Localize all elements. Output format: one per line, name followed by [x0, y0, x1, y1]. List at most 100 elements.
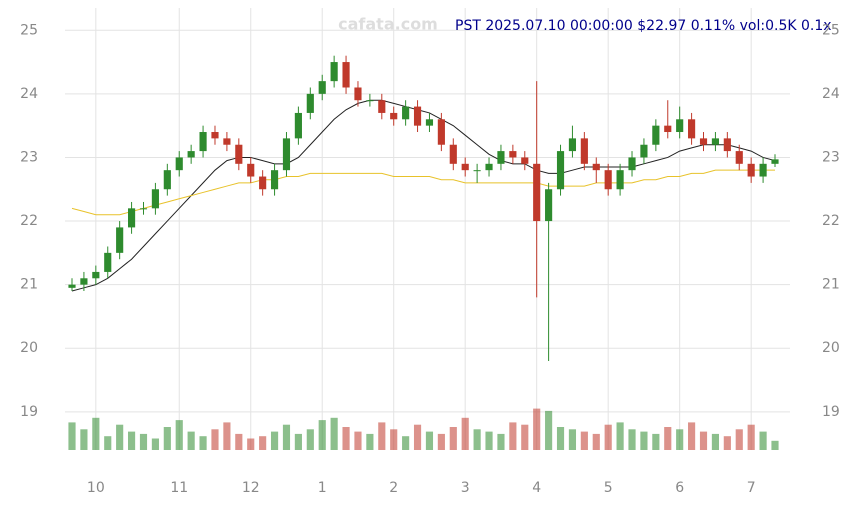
candle-body — [604, 170, 612, 190]
volume-bar — [723, 436, 731, 450]
volume-bar — [640, 431, 648, 450]
candle-body — [270, 170, 279, 190]
volume-bar — [568, 429, 577, 450]
candle-body — [676, 119, 684, 133]
candle-body — [711, 138, 719, 145]
volume-bar — [199, 436, 207, 450]
volume-bar — [616, 422, 624, 450]
volume-bar — [556, 427, 565, 450]
y-tick-label: 20 — [20, 340, 38, 356]
candle-body — [211, 132, 219, 139]
candle-body — [485, 163, 493, 171]
y-tick-label: 21 — [20, 277, 38, 293]
x-tick-label: 2 — [389, 480, 398, 496]
volume-bar — [592, 433, 600, 450]
candle-body — [533, 163, 541, 222]
candle-body — [128, 208, 136, 228]
x-tick-label: 3 — [461, 480, 470, 496]
volume-bar — [128, 431, 136, 450]
candle-body — [68, 284, 76, 288]
x-tick-label: 1 — [318, 480, 327, 496]
candle-body — [580, 138, 588, 164]
candle-body — [259, 176, 267, 190]
header: PST 2025.07.10 00:00:00 $22.97 0.11% vol… — [455, 18, 832, 34]
y-tick-label-right: 24 — [822, 86, 840, 102]
candle-body — [592, 163, 600, 171]
volume-bar — [306, 429, 314, 450]
candle-body — [139, 208, 148, 210]
candle-body — [282, 138, 291, 171]
candle-body — [247, 163, 255, 177]
candle-body — [759, 163, 767, 177]
volume-bar — [711, 433, 719, 450]
y-tick-label-right: 19 — [822, 404, 840, 420]
volume-bar — [485, 431, 493, 450]
volume-bar — [211, 429, 219, 450]
volume-bar — [676, 429, 684, 450]
volume-bar — [282, 424, 291, 450]
candle-body — [640, 144, 648, 158]
volume-bar — [425, 431, 434, 450]
candle-body — [116, 227, 124, 253]
candle-body — [509, 151, 517, 158]
watermark: cafata.com — [338, 15, 438, 34]
volume-bar — [116, 424, 124, 450]
volume-bar — [747, 424, 755, 450]
volume-bar — [342, 427, 350, 450]
candle-body — [616, 170, 624, 190]
candle-body — [437, 119, 445, 145]
candle-body — [771, 159, 779, 164]
volume-bar — [80, 429, 88, 450]
volume-bar — [533, 408, 541, 450]
volume-bar — [139, 433, 148, 450]
volume-bar — [187, 431, 195, 450]
volume-bar — [378, 422, 386, 450]
y-tick-label-right: 23 — [822, 149, 840, 165]
volume-bar — [699, 431, 708, 450]
volume-bar — [449, 427, 457, 450]
y-tick-label: 19 — [20, 404, 38, 420]
volume-bar — [330, 417, 338, 450]
volume-bar — [318, 420, 326, 450]
volume-bar — [92, 417, 100, 450]
y-tick-label-right: 20 — [822, 340, 840, 356]
candle-body — [151, 189, 159, 209]
x-tick-label: 4 — [532, 480, 541, 496]
candle-body — [175, 157, 183, 171]
volume-bar — [270, 431, 279, 450]
volume-bar — [163, 427, 171, 450]
x-tick-label: 10 — [87, 480, 105, 496]
volume-bar — [461, 417, 469, 450]
volume-bar — [354, 431, 362, 450]
candle-body — [449, 144, 457, 164]
volume-bar — [413, 424, 422, 450]
volume-bar — [604, 424, 612, 450]
candle-body — [104, 252, 112, 272]
x-tick-label: 6 — [675, 480, 684, 496]
moving-average — [71, 99, 776, 292]
volume-bar — [390, 429, 398, 450]
candle-body — [545, 189, 553, 222]
x-tick-label: 5 — [604, 480, 613, 496]
candle-body — [461, 163, 469, 171]
candle-body — [425, 119, 434, 126]
candle-body — [699, 138, 708, 145]
candle-body — [187, 151, 195, 158]
y-tick-label-right: 25 — [822, 22, 840, 38]
volume-bar — [68, 422, 76, 450]
y-tick-label-right: 21 — [822, 277, 840, 293]
candle-body — [163, 170, 171, 190]
candle-body — [402, 106, 410, 120]
y-tick-label: 25 — [20, 22, 38, 38]
candle-body — [342, 62, 350, 88]
volume-bar — [235, 433, 243, 450]
candle-body — [652, 125, 660, 145]
volume-bar — [545, 410, 553, 450]
candle-body — [568, 138, 577, 152]
volume-bar — [652, 433, 660, 450]
candle-body — [330, 62, 338, 82]
candle-body — [199, 132, 207, 152]
volume-bar — [437, 433, 445, 450]
